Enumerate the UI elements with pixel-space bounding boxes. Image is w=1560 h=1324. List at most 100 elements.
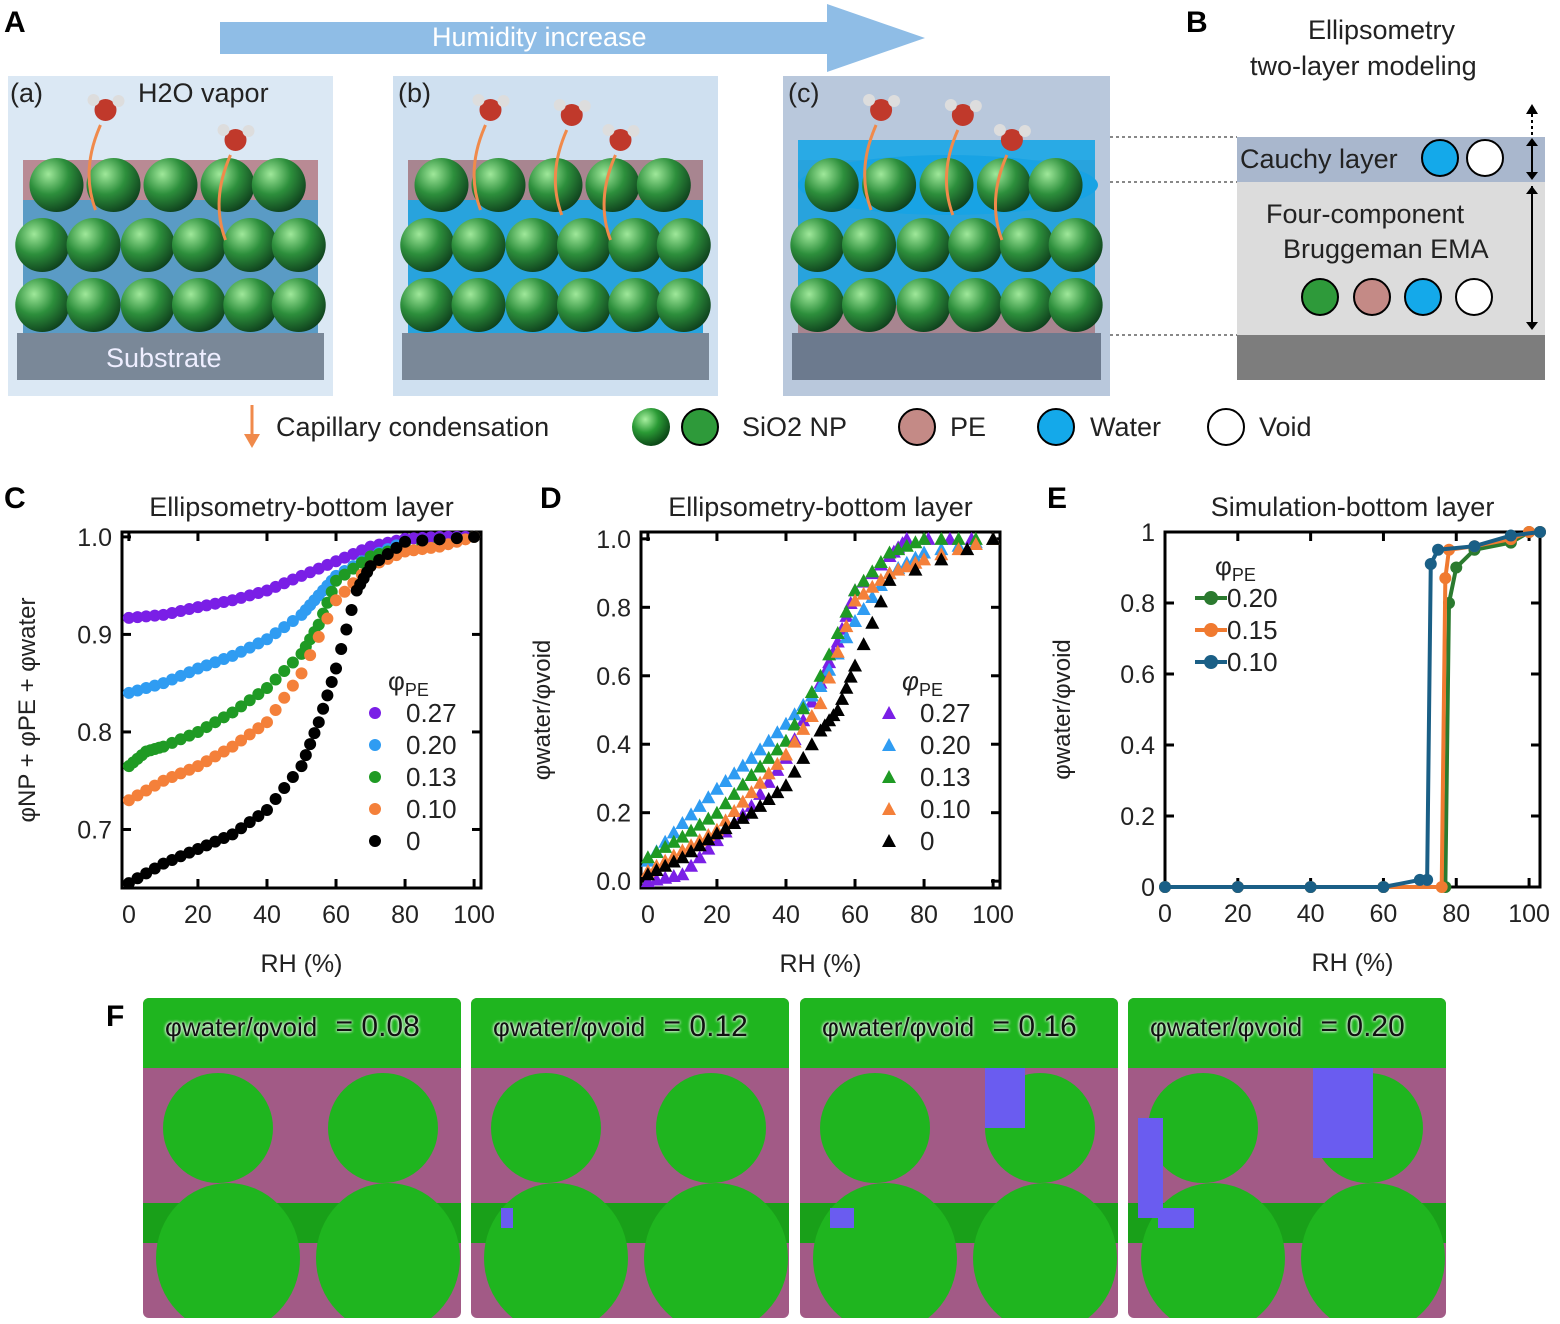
panel-label-f: F	[106, 1000, 125, 1033]
hydrogen-atom	[472, 94, 485, 106]
data-point	[278, 782, 291, 795]
sio2-nanoparticle	[790, 218, 845, 272]
data-point	[908, 562, 923, 576]
data-point	[649, 863, 664, 877]
data-point	[727, 815, 742, 829]
nanoparticle-top	[800, 998, 1118, 1068]
data-point	[865, 590, 880, 604]
data-point	[1504, 529, 1517, 542]
x-tick-label: 20	[1224, 900, 1252, 928]
data-point	[753, 775, 768, 789]
data-point	[260, 803, 273, 816]
nanoparticle	[316, 1183, 460, 1318]
data-point	[770, 785, 785, 799]
data-point	[718, 821, 733, 835]
y-tick-label: 0.6	[1120, 661, 1155, 689]
sio2-nanoparticle	[271, 278, 326, 332]
data-point	[718, 813, 733, 827]
oxygen-atom	[951, 104, 974, 126]
chart-c: Ellipsometry-bottom layer 0 20 40 60 80 100 0.7…	[14, 492, 495, 978]
legend-title-subscript: PE	[919, 680, 943, 700]
nanoparticle	[656, 1073, 766, 1183]
y-tick-label: 1.0	[596, 526, 631, 554]
data-point	[709, 805, 724, 819]
hydrogen-atom	[993, 124, 1006, 136]
legend-marker	[369, 707, 381, 719]
ratio-value: = 0.20	[1312, 1010, 1405, 1043]
legend-marker	[882, 834, 896, 847]
nanoparticle	[644, 1183, 788, 1318]
nanoparticle	[328, 1073, 438, 1183]
x-tick-label: 0	[122, 901, 136, 929]
data-point	[658, 839, 673, 853]
nanoparticle	[156, 1183, 300, 1318]
data-point	[286, 679, 299, 692]
legend-title-subscript: PE	[1232, 565, 1256, 585]
data-point	[450, 532, 463, 545]
sio2-nanoparticle	[608, 278, 663, 332]
data-point	[787, 707, 802, 721]
data-point	[735, 794, 750, 808]
data-point	[1304, 881, 1317, 893]
panel-label-e: E	[1047, 482, 1068, 515]
data-point	[666, 834, 681, 848]
data-layer	[122, 530, 481, 890]
snapshot-label: φwater/φvoid = 0.12	[493, 1010, 748, 1044]
data-point	[856, 586, 871, 600]
data-point	[692, 850, 707, 864]
sio2-nanoparticle	[471, 158, 526, 212]
data-point	[330, 594, 343, 607]
simulation-snapshot	[1128, 998, 1446, 1318]
data-point	[345, 604, 358, 617]
x-tick-label: 80	[910, 901, 938, 929]
nanoparticle	[820, 1073, 930, 1183]
sio2-nanoparticle	[451, 278, 506, 332]
data-point	[1450, 561, 1463, 574]
snapshot-render	[800, 998, 1118, 1318]
sio2-nanoparticle	[505, 218, 560, 272]
legend-title-subscript: PE	[405, 680, 429, 700]
x-tick-label: 0	[1158, 900, 1172, 928]
oxygen-atom	[870, 99, 893, 121]
ratio-label: φwater/φvoid	[493, 1012, 646, 1042]
data-point	[278, 621, 291, 634]
data-point	[761, 733, 776, 747]
sio2-nanoparticle	[608, 218, 663, 272]
data-point	[839, 619, 854, 633]
panel-label-c: C	[4, 482, 26, 515]
data-point	[839, 604, 854, 618]
humidity-arrow	[220, 4, 925, 72]
data-point	[312, 630, 325, 643]
nanoparticle	[163, 1073, 273, 1183]
sio2-nanoparticle	[172, 278, 226, 332]
data-point	[433, 533, 446, 546]
data-point	[804, 737, 819, 751]
data-point	[917, 531, 932, 545]
data-point	[131, 611, 144, 624]
substrate	[402, 333, 709, 380]
subpanel-b-label: (b)	[398, 78, 431, 108]
legend-marker	[882, 738, 896, 751]
legend-entry: 0.20	[1227, 583, 1278, 613]
data-point	[882, 572, 897, 586]
chart-d: Ellipsometry-bottom layer 0 20 40 60 80 100 0.0…	[529, 492, 1014, 978]
data-point	[675, 867, 690, 881]
data-point	[148, 609, 161, 622]
data-point	[666, 854, 681, 868]
condensation-arrow	[87, 124, 102, 211]
ema-label-1: Four-component	[1266, 199, 1465, 229]
data-point	[304, 649, 317, 662]
sio2-nanoparticle	[557, 278, 611, 332]
sio2-nanoparticle	[804, 158, 859, 212]
oxygen-atom	[1000, 129, 1023, 151]
data-point	[787, 764, 802, 778]
sio2-nanoparticle	[505, 278, 560, 332]
sio2-nanoparticle	[1028, 158, 1083, 212]
sio2-nanoparticle	[86, 158, 141, 212]
x-tick-label: 80	[1442, 900, 1470, 928]
y-tick-label: 0.2	[1120, 803, 1155, 831]
panel-b-title-2: two-layer modeling	[1250, 51, 1477, 81]
x-axis-label: RH (%)	[261, 950, 343, 978]
data-point	[338, 585, 351, 598]
